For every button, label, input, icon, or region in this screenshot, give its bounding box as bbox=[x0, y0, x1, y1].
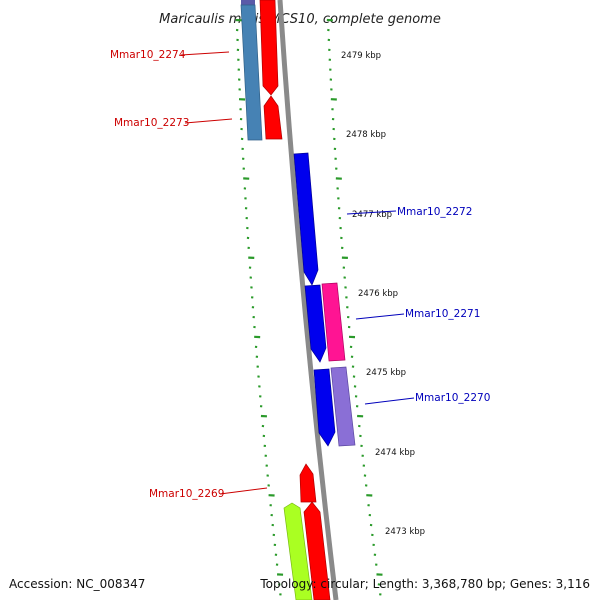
gene-label[interactable]: Mmar10_2273 bbox=[114, 117, 189, 129]
scale-label: 2475 kbp bbox=[366, 368, 406, 378]
label-leader bbox=[184, 118, 233, 124]
gene-arrow[interactable] bbox=[303, 501, 331, 600]
genome-summary-text: Topology: circular; Length: 3,368,780 bp… bbox=[260, 577, 590, 591]
scale-label: 2476 kbp bbox=[358, 289, 398, 299]
scale-label: 2473 kbp bbox=[385, 527, 425, 537]
gene-label[interactable]: Mmar10_2274 bbox=[110, 49, 186, 61]
scale-label: 2479 kbp bbox=[341, 51, 381, 61]
gene-label[interactable]: Mmar10_2271 bbox=[405, 308, 480, 320]
label-leader bbox=[219, 487, 268, 495]
scale-label: 2474 kbp bbox=[375, 448, 415, 458]
map-title: Maricaulis maris MCS10, complete genome bbox=[159, 12, 441, 27]
scale-label: 2477 kbp bbox=[352, 210, 392, 220]
scale-label: 2478 kbp bbox=[346, 130, 386, 140]
label-leader bbox=[355, 313, 405, 320]
label-leader bbox=[346, 210, 397, 215]
gene-arrow[interactable] bbox=[293, 152, 319, 286]
gene-arrow[interactable] bbox=[299, 463, 317, 503]
gene-arrow[interactable] bbox=[263, 95, 283, 140]
gene-arrow[interactable] bbox=[330, 366, 356, 447]
genome-backbone bbox=[277, 0, 339, 600]
outer-tick-ring bbox=[326, 18, 383, 596]
label-leader bbox=[180, 51, 230, 56]
gene-label[interactable]: Mmar10_2272 bbox=[397, 206, 472, 218]
gene-label[interactable]: Mmar10_2269 bbox=[149, 488, 224, 500]
gene-label[interactable]: Mmar10_2270 bbox=[415, 392, 490, 404]
gene-arrow[interactable] bbox=[313, 368, 336, 447]
label-leader bbox=[364, 397, 415, 405]
gene-arrow[interactable] bbox=[321, 282, 346, 362]
inner-tick-ring bbox=[235, 18, 284, 596]
accession-text: Accession: NC_008347 bbox=[9, 577, 146, 591]
gene-arrow[interactable] bbox=[304, 284, 327, 363]
gene-arrow[interactable] bbox=[240, 4, 263, 141]
gene-arrow[interactable] bbox=[283, 502, 313, 600]
gene-arrow[interactable] bbox=[259, 0, 279, 96]
gene-arrow[interactable] bbox=[241, 0, 255, 5]
